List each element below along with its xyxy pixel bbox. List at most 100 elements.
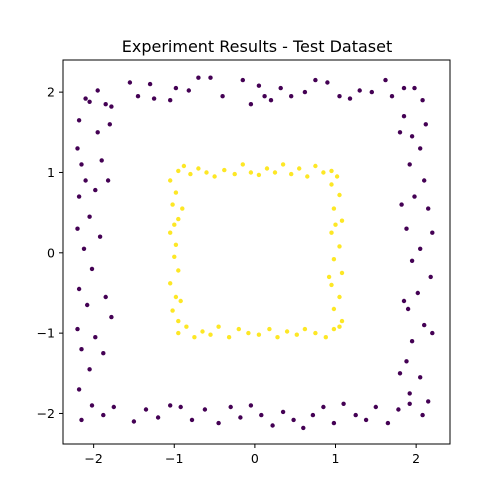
x-tick-label: −2 <box>84 451 102 466</box>
data-point <box>76 118 82 123</box>
data-point <box>401 298 407 304</box>
data-point <box>331 206 337 211</box>
x-tick-label: 0 <box>251 451 259 466</box>
data-point <box>270 423 275 428</box>
data-point <box>430 230 435 235</box>
data-point <box>256 332 262 337</box>
data-point <box>248 102 254 107</box>
data-point <box>397 371 403 376</box>
data-point <box>226 335 232 340</box>
data-point <box>347 96 353 101</box>
data-point <box>111 404 117 410</box>
data-point <box>262 94 267 99</box>
data-point <box>313 330 318 336</box>
x-tick-label: −1 <box>165 451 183 466</box>
data-point <box>109 104 114 109</box>
data-point <box>334 174 340 179</box>
data-point <box>103 294 108 300</box>
data-point <box>337 294 342 300</box>
y-tick-label: 1 <box>47 165 55 180</box>
y-tick-label: 0 <box>47 245 55 260</box>
x-tick-label: 1 <box>332 451 340 466</box>
data-point <box>147 81 153 87</box>
data-point <box>325 80 330 85</box>
data-point <box>337 94 342 99</box>
data-point <box>101 351 106 356</box>
data-point <box>337 244 342 249</box>
data-point <box>143 407 149 412</box>
data-point <box>341 401 346 406</box>
data-point <box>176 216 181 222</box>
data-point <box>284 329 290 334</box>
data-point <box>79 162 84 167</box>
data-point <box>259 412 264 418</box>
data-point <box>389 94 395 99</box>
data-point <box>412 194 417 199</box>
data-point <box>172 254 177 259</box>
data-point <box>426 206 431 211</box>
data-point <box>280 409 286 415</box>
data-point <box>216 420 221 426</box>
data-point <box>331 306 337 312</box>
data-point <box>415 290 420 296</box>
data-point <box>93 187 98 193</box>
data-point <box>87 367 92 372</box>
data-point <box>399 202 404 207</box>
data-point <box>313 77 318 83</box>
data-point <box>131 419 137 424</box>
data-point <box>168 178 173 183</box>
data-point <box>404 226 409 231</box>
data-point <box>240 162 245 167</box>
data-point <box>173 242 179 247</box>
data-point <box>329 230 334 235</box>
data-point <box>178 404 183 410</box>
data-point <box>176 168 181 174</box>
data-point <box>331 257 337 262</box>
data-point <box>173 85 179 91</box>
data-point <box>275 335 280 340</box>
data-point <box>369 89 374 95</box>
data-point <box>75 226 80 231</box>
data-point <box>181 163 187 169</box>
data-point <box>401 85 407 91</box>
data-point <box>202 407 208 412</box>
data-point <box>186 88 191 93</box>
data-point <box>396 407 401 412</box>
data-point <box>412 85 417 91</box>
data-point <box>248 403 254 408</box>
data-point <box>151 96 157 101</box>
data-point <box>228 404 233 410</box>
data-point <box>232 171 237 177</box>
data-point <box>168 281 173 286</box>
x-tick-label: 2 <box>412 451 420 466</box>
data-point <box>337 192 342 198</box>
data-point <box>212 174 217 179</box>
data-point <box>93 335 98 340</box>
data-point <box>188 171 193 177</box>
chart-title: Experiment Results - Test Dataset <box>122 37 393 56</box>
data-point <box>321 404 326 410</box>
data-point <box>313 163 318 169</box>
data-point <box>339 218 345 223</box>
data-point <box>109 314 114 320</box>
data-point <box>208 332 213 337</box>
data-point <box>95 130 100 135</box>
data-point <box>222 167 227 173</box>
data-point <box>302 89 308 95</box>
data-point <box>409 339 415 344</box>
data-point <box>99 158 104 163</box>
y-tick-label: −2 <box>37 406 55 421</box>
data-point <box>189 417 195 423</box>
data-point <box>89 266 95 272</box>
data-point <box>264 166 270 171</box>
data-point <box>407 391 412 396</box>
data-point <box>246 330 251 336</box>
data-point <box>333 222 338 227</box>
data-point <box>294 332 299 337</box>
data-point <box>407 401 412 406</box>
data-point <box>81 246 87 251</box>
data-point <box>200 329 205 334</box>
data-point <box>357 88 362 93</box>
data-point <box>208 75 213 80</box>
